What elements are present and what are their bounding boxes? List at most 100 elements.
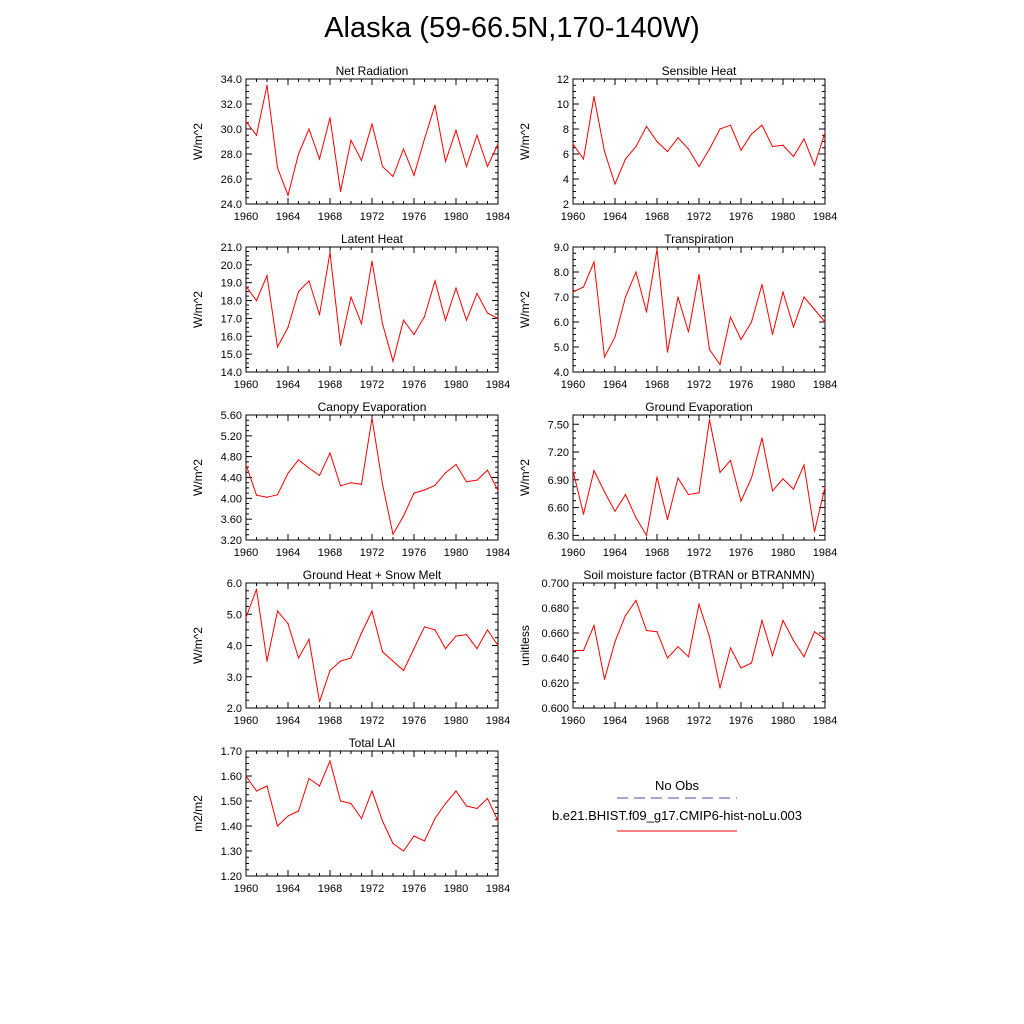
data-point xyxy=(297,153,300,155)
data-point xyxy=(486,797,489,800)
y-tick-label: 34.0 xyxy=(221,74,242,86)
data-point xyxy=(486,312,489,314)
x-tick-label: 1968 xyxy=(318,211,342,223)
y-axis-label: unitless xyxy=(518,625,532,666)
data-point xyxy=(423,489,426,491)
data-point xyxy=(624,158,627,160)
data-point xyxy=(255,494,258,496)
data-point xyxy=(350,482,352,484)
data-point xyxy=(677,137,679,139)
data-point xyxy=(329,669,331,672)
data-point xyxy=(245,285,247,287)
y-axis-label: W/m^2 xyxy=(191,627,205,664)
y-tick-label: 0.680 xyxy=(541,603,569,615)
data-point xyxy=(635,517,637,519)
data-point xyxy=(708,636,711,638)
data-point xyxy=(360,323,363,325)
x-tick-label: 1976 xyxy=(729,211,753,223)
data-point xyxy=(350,296,352,298)
y-axis-label: W/m^2 xyxy=(191,123,205,160)
data-point xyxy=(308,777,310,780)
data-point xyxy=(287,623,289,625)
data-point xyxy=(287,815,289,817)
data-point xyxy=(771,333,774,336)
y-tick-label: 6.30 xyxy=(548,530,569,542)
x-tick-label: 1972 xyxy=(687,211,711,223)
panel-title: Sensible Heat xyxy=(662,64,737,78)
data-point xyxy=(276,825,279,827)
data-point xyxy=(698,273,700,276)
y-tick-label: 4.0 xyxy=(227,641,242,653)
chart-panel-3: Transpiration W/m^2 1960 1964 1968 1972 1976 19… xyxy=(518,232,837,391)
x-tick-label: 1984 xyxy=(813,211,837,223)
data-point xyxy=(803,138,805,140)
data-point xyxy=(339,344,342,346)
data-point xyxy=(792,155,795,158)
data-point xyxy=(750,662,753,664)
y-axis-label: W/m^2 xyxy=(518,459,532,496)
data-point xyxy=(444,319,447,321)
data-point xyxy=(476,134,478,136)
data-point xyxy=(666,351,669,353)
y-tick-label: 7.50 xyxy=(548,419,569,431)
x-tick-label: 1960 xyxy=(234,379,258,391)
x-tick-label: 1964 xyxy=(603,715,627,727)
data-point xyxy=(465,481,468,483)
data-point xyxy=(245,775,247,777)
x-tick-label: 1964 xyxy=(276,715,300,727)
y-tick-label: 3.60 xyxy=(221,514,242,526)
data-point xyxy=(497,317,499,320)
data-point xyxy=(339,800,342,802)
x-tick-label: 1972 xyxy=(360,715,384,727)
data-point xyxy=(824,132,826,134)
data-point xyxy=(318,701,321,703)
x-tick-label: 1972 xyxy=(360,379,384,391)
panel-title: Ground Evaporation xyxy=(645,400,752,414)
y-tick-label: 7.20 xyxy=(548,447,569,459)
data-point xyxy=(255,790,258,792)
data-point xyxy=(813,531,816,533)
data-point xyxy=(761,124,763,126)
y-tick-label: 14.0 xyxy=(221,367,242,379)
chart-panel-8: Total LAI m2/m2 1960 1964 1968 1972 1976 1980 19… xyxy=(191,736,510,895)
data-point xyxy=(392,842,394,845)
data-point xyxy=(729,459,732,461)
data-point xyxy=(266,785,268,787)
legend-model-label: b.e21.BHIST.f09_g17.CMIP6-hist-noLu.003 xyxy=(551,808,803,823)
data-point xyxy=(497,820,499,822)
series-line xyxy=(572,249,826,366)
y-tick-label: 17.0 xyxy=(221,313,242,325)
data-point xyxy=(719,471,721,474)
data-point xyxy=(276,494,279,496)
data-point xyxy=(803,464,805,466)
data-point xyxy=(402,669,405,672)
data-point xyxy=(465,633,468,636)
y-tick-label: 4.00 xyxy=(221,493,242,505)
y-tick-label: 10 xyxy=(557,99,569,111)
x-tick-label: 1960 xyxy=(234,715,258,727)
series-line xyxy=(245,85,499,197)
x-tick-label: 1968 xyxy=(645,715,669,727)
y-axis-label: m2/m2 xyxy=(191,795,205,832)
y-tick-label: 4.40 xyxy=(221,473,242,485)
y-tick-label: 12 xyxy=(557,74,569,86)
data-point xyxy=(434,104,436,106)
x-tick-label: 1980 xyxy=(771,379,795,391)
data-point xyxy=(771,145,774,148)
data-point xyxy=(423,840,426,842)
data-point xyxy=(582,158,585,160)
data-point xyxy=(476,648,478,650)
data-point xyxy=(677,477,679,479)
data-point xyxy=(624,494,627,496)
data-point xyxy=(266,84,268,86)
y-tick-label: 0.660 xyxy=(541,628,569,640)
y-tick-label: 0.640 xyxy=(541,653,569,665)
data-point xyxy=(687,494,690,496)
data-point xyxy=(423,316,426,318)
plot-frame xyxy=(245,414,499,541)
data-point xyxy=(339,190,342,193)
y-tick-label: 9.0 xyxy=(554,242,569,254)
data-point xyxy=(266,496,268,498)
data-point xyxy=(813,308,816,311)
y-tick-label: 0.700 xyxy=(541,578,569,590)
